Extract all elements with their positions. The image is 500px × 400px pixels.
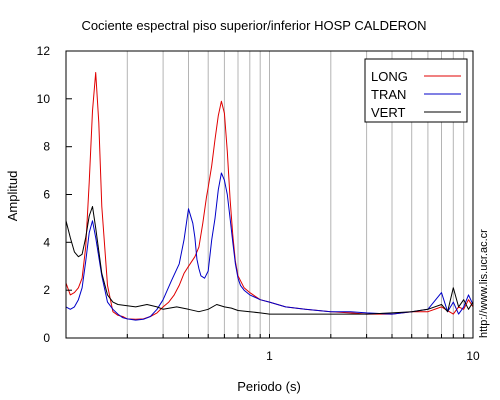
legend-box	[364, 58, 468, 123]
y-tick-label: 12	[37, 44, 51, 58]
legend-label-long: LONG	[371, 69, 408, 84]
chart-title: Cociente espectral piso superior/inferio…	[81, 18, 426, 33]
y-tick-label: 2	[43, 283, 50, 297]
x-tick-label: 10	[466, 349, 480, 363]
series-lines	[65, 72, 474, 321]
y-tick-label: 0	[43, 331, 50, 345]
axis-ticks: 1 10 0 2 4 6 8 10 12	[37, 44, 480, 363]
y-axis-label: Amplitud	[5, 171, 20, 222]
y-tick-label: 6	[43, 188, 50, 202]
x-axis-label: Periodo (s)	[237, 379, 301, 394]
series-line-vert	[65, 206, 474, 315]
x-tick-label: 1	[266, 349, 273, 363]
series-line-tran	[65, 172, 474, 321]
y-tick-label: 10	[37, 92, 51, 106]
legend: LONG TRAN VERT	[364, 58, 468, 123]
y-tick-label: 4	[43, 235, 50, 249]
y-tick-label: 8	[43, 140, 50, 154]
legend-label-tran: TRAN	[371, 87, 406, 102]
legend-label-vert: VERT	[371, 105, 405, 120]
series-line-long	[65, 72, 474, 320]
source-url: http://www.lis.ucr.ac.cr	[478, 229, 490, 338]
